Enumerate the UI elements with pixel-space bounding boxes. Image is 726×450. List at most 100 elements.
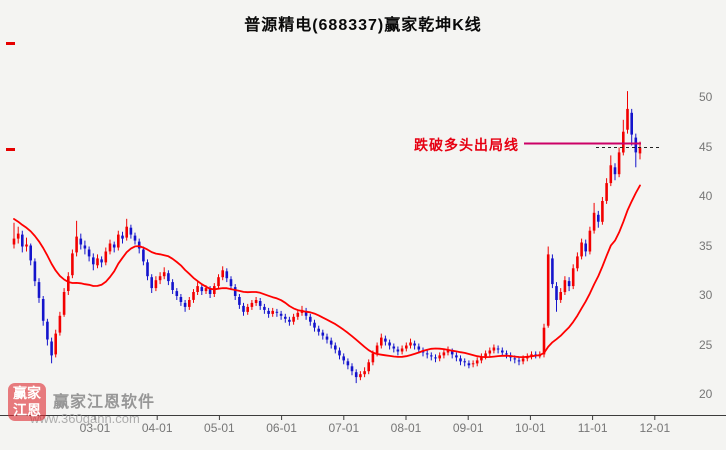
candle-body: [71, 253, 74, 276]
candle-body: [271, 310, 274, 314]
candle-body: [288, 319, 291, 322]
candle-body: [304, 310, 308, 316]
candle-body: [317, 328, 320, 332]
y-axis: 50 45 40 35 30 25 20: [699, 0, 726, 450]
candle-body: [125, 226, 128, 238]
y-axis-label: 25: [699, 337, 713, 352]
watermark-url: www.360gann.com: [30, 411, 140, 426]
candle-body: [492, 347, 496, 351]
candle-body: [158, 276, 162, 281]
candle-body: [592, 212, 596, 231]
candle-body: [175, 291, 179, 296]
candle-body: [505, 353, 508, 355]
candle-body: [463, 361, 466, 363]
candle-body: [284, 316, 287, 319]
candle-body: [104, 251, 108, 263]
x-axis-label: 11-01: [577, 421, 608, 435]
candle-body: [334, 345, 337, 350]
left-marker-icon: [6, 148, 15, 151]
candle-body: [484, 353, 487, 357]
x-axis-label: 10-01: [515, 421, 546, 435]
candle-body: [200, 287, 204, 292]
candle-body: [54, 333, 57, 355]
candle-body: [388, 342, 391, 346]
candle-body: [171, 282, 174, 290]
candle-body: [292, 316, 295, 322]
x-axis-label: 12-01: [639, 421, 671, 435]
candle-body: [121, 235, 124, 239]
x-axis: 03-01 04-01 05-01 06-01 07-01 08-01 09-01 10-01…: [0, 421, 726, 439]
candle-body: [459, 358, 462, 362]
candle-body: [350, 366, 354, 372]
candle-body: [329, 340, 333, 345]
candle-body: [384, 338, 387, 342]
candle-body: [613, 167, 617, 175]
candle-body: [263, 306, 266, 310]
candle-body: [137, 241, 141, 249]
candle-body: [196, 286, 199, 292]
candle-body: [354, 372, 358, 378]
candle-body: [100, 259, 103, 263]
candle-body: [275, 311, 279, 313]
candle-body: [309, 316, 312, 322]
candle-body: [346, 361, 350, 366]
candle-body: [375, 345, 379, 354]
candle-body: [250, 302, 254, 307]
candle-body: [409, 342, 412, 346]
candle-body: [546, 254, 550, 326]
candle-body: [167, 273, 170, 282]
candle-body: [617, 152, 621, 175]
candle-body: [129, 227, 133, 235]
candle-body: [475, 360, 479, 364]
candle-body: [480, 356, 483, 361]
candle-body: [46, 321, 49, 340]
candle-body: [37, 282, 41, 298]
candle-body: [605, 183, 608, 201]
candle-body: [254, 300, 258, 303]
candle-body: [576, 256, 579, 269]
candle-body: [258, 301, 262, 306]
candle-body: [92, 257, 95, 265]
candle-body: [400, 348, 404, 352]
candle-body: [367, 362, 370, 372]
candle-body: [204, 288, 208, 292]
x-axis-label: 03-01: [79, 421, 111, 435]
candle-body: [342, 356, 345, 361]
x-axis-label: 07-01: [328, 421, 360, 435]
candle-body: [50, 341, 53, 356]
candle-body: [380, 337, 383, 346]
candle-body: [267, 310, 270, 314]
candle-body: [246, 306, 249, 312]
y-axis-label: 30: [699, 288, 713, 302]
candle-body: [313, 322, 316, 328]
candle-body: [25, 244, 28, 247]
candle-body: [112, 244, 116, 248]
candle-body: [62, 292, 66, 315]
candle-body: [225, 271, 229, 279]
exit-line-label: 跌破多头出局线: [414, 137, 519, 153]
candle-body: [430, 355, 433, 357]
candle-body: [359, 374, 362, 378]
candle-body: [146, 262, 149, 277]
candle-body: [79, 238, 83, 245]
candle-body: [501, 350, 504, 353]
candle-body: [33, 261, 37, 282]
y-axis-label: 40: [699, 189, 713, 203]
logo-text-bottom: 江恩: [13, 402, 41, 418]
candle-body: [638, 147, 642, 154]
candle-body: [279, 313, 283, 316]
candle-body: [242, 305, 245, 312]
candle-body: [96, 258, 99, 266]
y-axis-label: 45: [699, 139, 713, 154]
candle-body: [179, 297, 183, 302]
x-axis-label: 05-01: [204, 421, 235, 435]
watermark-name: 赢家江恩软件: [53, 394, 156, 411]
candle-body: [221, 270, 224, 278]
candle-body: [229, 279, 233, 287]
candle-body: [238, 297, 241, 305]
candle-body: [363, 371, 366, 375]
candle-body: [450, 351, 454, 355]
candle-body: [154, 280, 158, 289]
